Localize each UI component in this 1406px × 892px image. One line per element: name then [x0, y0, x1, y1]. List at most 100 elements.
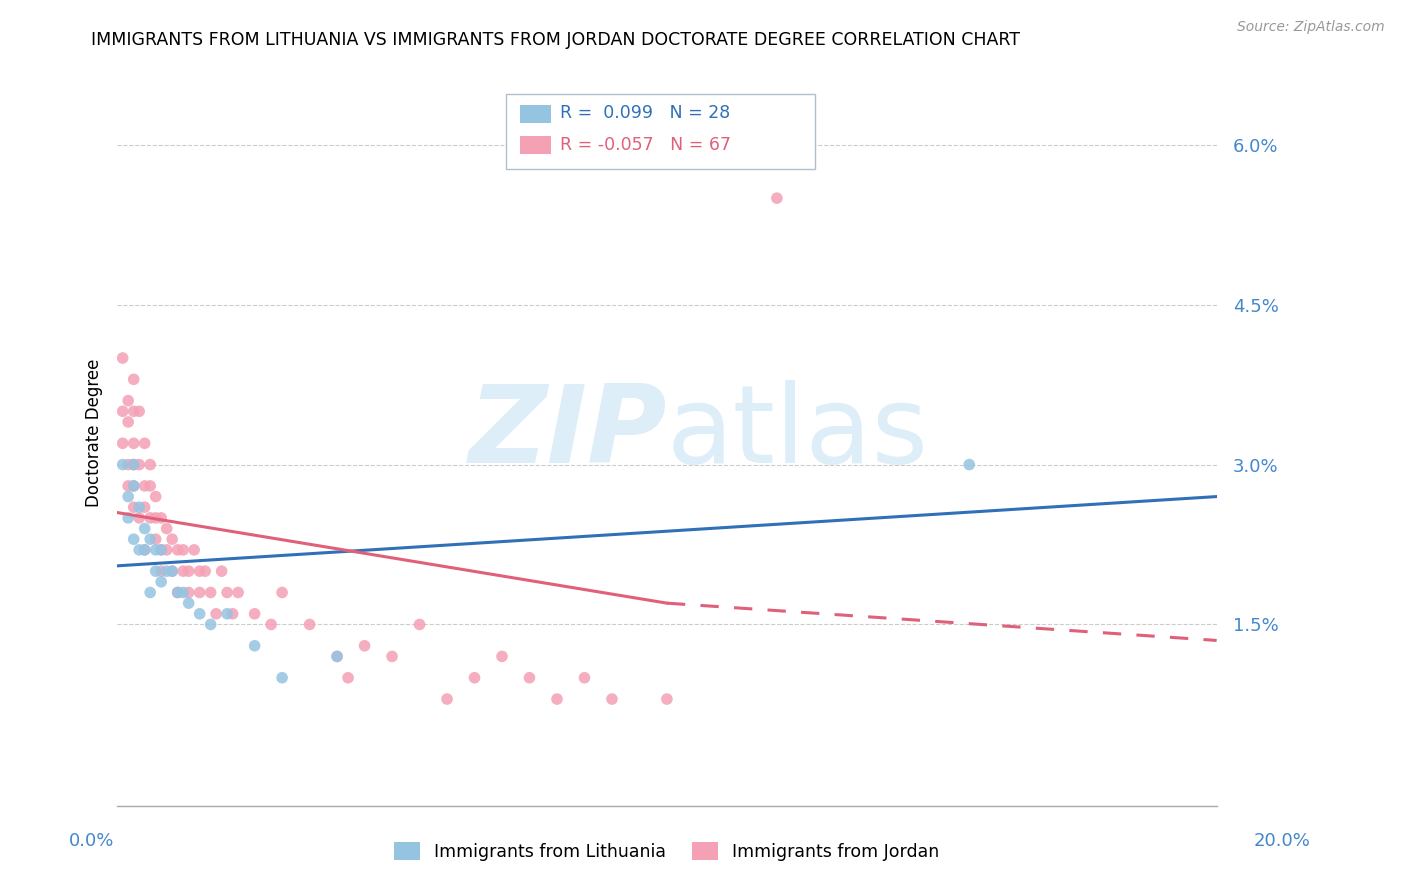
Point	[134, 542, 156, 557]
Point	[134, 500, 156, 515]
Point	[122, 436, 145, 450]
Point	[150, 511, 173, 525]
Point	[353, 639, 375, 653]
Point	[957, 458, 980, 472]
Point	[139, 585, 162, 599]
Point	[117, 415, 139, 429]
Point	[436, 692, 458, 706]
Point	[122, 479, 145, 493]
Point	[188, 564, 211, 578]
Text: R = -0.057   N = 67: R = -0.057 N = 67	[560, 136, 731, 153]
Point	[188, 607, 211, 621]
Point	[122, 458, 145, 472]
Point	[205, 607, 228, 621]
Text: 20.0%: 20.0%	[1254, 832, 1310, 850]
Text: atlas: atlas	[666, 380, 929, 485]
Text: R =  0.099   N = 28: R = 0.099 N = 28	[560, 104, 730, 122]
Point	[139, 479, 162, 493]
Point	[156, 564, 179, 578]
Point	[145, 532, 167, 546]
Point	[326, 649, 349, 664]
Point	[111, 458, 134, 472]
Legend: Immigrants from Lithuania, Immigrants from Jordan: Immigrants from Lithuania, Immigrants fr…	[388, 835, 946, 868]
Point	[128, 542, 150, 557]
Point	[128, 500, 150, 515]
Point	[172, 542, 194, 557]
Point	[128, 404, 150, 418]
Point	[194, 564, 217, 578]
Point	[150, 564, 173, 578]
Point	[156, 542, 179, 557]
Point	[463, 671, 485, 685]
Point	[172, 585, 194, 599]
Point	[150, 542, 173, 557]
Point	[111, 404, 134, 418]
Point	[117, 479, 139, 493]
Point	[122, 532, 145, 546]
Point	[188, 585, 211, 599]
Point	[546, 692, 568, 706]
Point	[139, 511, 162, 525]
Point	[177, 564, 200, 578]
Point	[326, 649, 349, 664]
Text: 0.0%: 0.0%	[69, 832, 114, 850]
Point	[160, 532, 183, 546]
Point	[150, 542, 173, 557]
Point	[183, 542, 205, 557]
Point	[298, 617, 321, 632]
Point	[117, 393, 139, 408]
Point	[166, 542, 188, 557]
Point	[122, 372, 145, 386]
Point	[122, 479, 145, 493]
Point	[134, 479, 156, 493]
Point	[122, 404, 145, 418]
Point	[166, 585, 188, 599]
Point	[166, 585, 188, 599]
Point	[491, 649, 513, 664]
Point	[200, 617, 222, 632]
Point	[134, 436, 156, 450]
Point	[271, 585, 294, 599]
Text: IMMIGRANTS FROM LITHUANIA VS IMMIGRANTS FROM JORDAN DOCTORATE DEGREE CORRELATION: IMMIGRANTS FROM LITHUANIA VS IMMIGRANTS …	[91, 31, 1021, 49]
Point	[519, 671, 541, 685]
Point	[260, 617, 283, 632]
Point	[122, 500, 145, 515]
Point	[243, 607, 266, 621]
Point	[145, 490, 167, 504]
Point	[145, 511, 167, 525]
Point	[145, 542, 167, 557]
Point	[139, 532, 162, 546]
Point	[150, 574, 173, 589]
Point	[600, 692, 623, 706]
Point	[172, 564, 194, 578]
Point	[217, 585, 239, 599]
Point	[117, 458, 139, 472]
Point	[766, 191, 789, 205]
Point	[160, 564, 183, 578]
Point	[200, 585, 222, 599]
Point	[156, 522, 179, 536]
Point	[122, 458, 145, 472]
Point	[111, 436, 134, 450]
Point	[128, 511, 150, 525]
Point	[217, 607, 239, 621]
Text: ZIP: ZIP	[468, 380, 666, 485]
Point	[381, 649, 404, 664]
Point	[134, 522, 156, 536]
Point	[221, 607, 243, 621]
Point	[177, 585, 200, 599]
Point	[128, 458, 150, 472]
Point	[271, 671, 294, 685]
Point	[211, 564, 233, 578]
Text: Source: ZipAtlas.com: Source: ZipAtlas.com	[1237, 20, 1385, 34]
Point	[117, 490, 139, 504]
Point	[574, 671, 596, 685]
Point	[177, 596, 200, 610]
Point	[139, 458, 162, 472]
Point	[226, 585, 249, 599]
Point	[408, 617, 430, 632]
Point	[337, 671, 360, 685]
Point	[243, 639, 266, 653]
Point	[145, 564, 167, 578]
Point	[117, 511, 139, 525]
